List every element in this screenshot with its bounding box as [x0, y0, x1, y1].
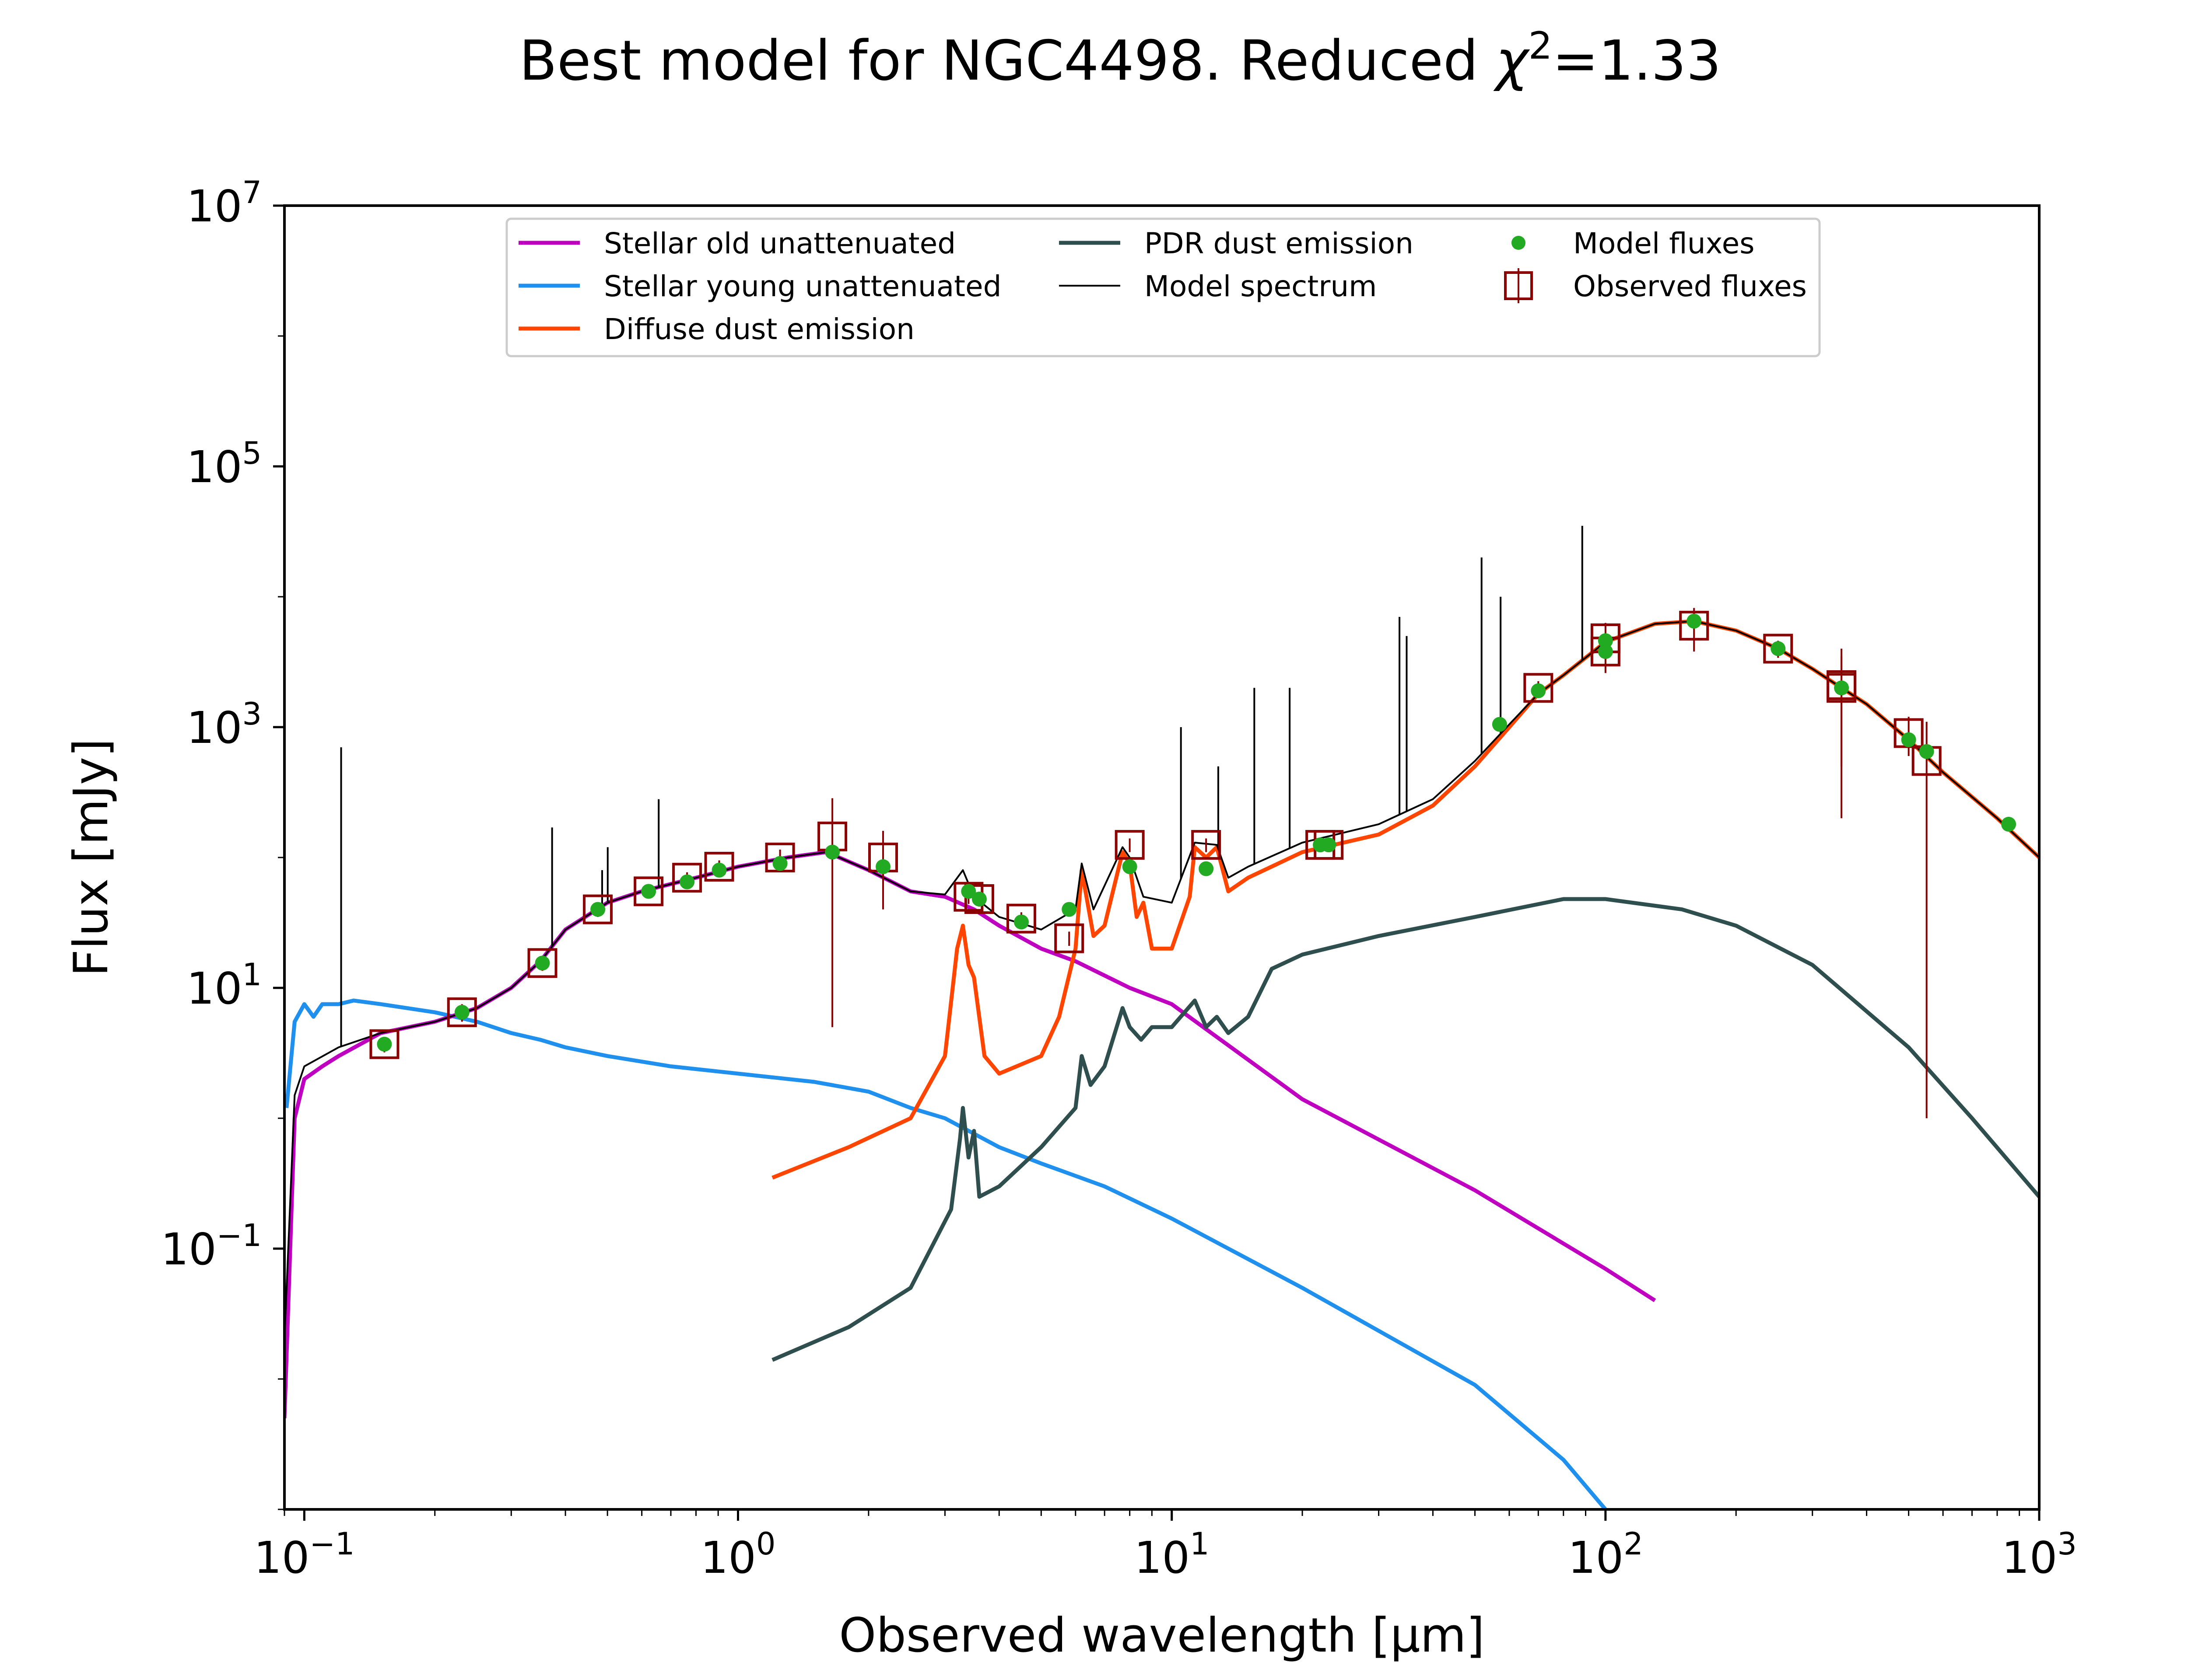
model-flux-point: [377, 1036, 392, 1052]
markers-layer: [369, 608, 2016, 1118]
observed-flux-marker: [369, 1029, 400, 1059]
model-flux-point: [535, 956, 550, 971]
model-flux-point: [1531, 683, 1546, 698]
x-tick-label: 101: [1134, 1526, 1210, 1583]
model-flux-point: [971, 891, 987, 906]
model-flux-point: [825, 844, 840, 860]
model-flux-point: [680, 874, 695, 889]
model-flux-point: [712, 862, 727, 878]
x-tick-label: 10−1: [254, 1526, 354, 1583]
title-prefix: Best model for NGC4498. Reduced: [519, 28, 1496, 93]
x-tick-label: 100: [701, 1526, 776, 1583]
legend-item-model-spectrum: Model spectrum: [1059, 270, 1377, 303]
y-tick-label: 103: [186, 696, 262, 753]
observed-flux-marker: [1679, 611, 1709, 641]
legend-item-stellar-young: Stellar young unattenuated: [519, 270, 1002, 303]
observed-flux-marker: [672, 863, 702, 893]
model-flux-point: [590, 902, 606, 917]
model-flux-point: [1199, 861, 1214, 876]
legend-label: Observed fluxes: [1573, 270, 1807, 303]
y-tick-label: 107: [186, 175, 262, 232]
observed-flux-marker: [447, 997, 477, 1027]
y-tick-label: 10−1: [161, 1218, 262, 1275]
model-flux-point: [1598, 633, 1613, 648]
legend-label: Stellar old unattenuated: [604, 227, 956, 260]
model-flux-point: [1901, 732, 1916, 747]
series-line-stellar-young: [284, 998, 1607, 1509]
y-tick-label: 105: [186, 435, 262, 493]
observed-flux-marker: [583, 894, 613, 924]
x-tick-label: 102: [1568, 1526, 1643, 1583]
model-flux-point: [1321, 837, 1336, 853]
model-flux-point: [1122, 859, 1137, 875]
chart-title: Best model for NGC4498. Reduced χ2=1.33: [519, 24, 1722, 93]
observed-flux-marker: [1191, 830, 1221, 860]
legend-swatch: [1511, 236, 1525, 250]
model-flux-point: [772, 856, 788, 871]
observed-flux-marker: [634, 876, 664, 906]
legend-label: Diffuse dust emission: [604, 312, 915, 346]
model-flux-point: [1013, 914, 1029, 930]
observed-flux-marker: [1054, 923, 1084, 953]
legend-item-pdr-dust: PDR dust emission: [1059, 227, 1413, 260]
model-flux-point: [1062, 902, 1077, 917]
legend-item-model-fluxes: Model fluxes: [1511, 227, 1755, 260]
legend-label: Model spectrum: [1144, 270, 1377, 303]
legend-swatch: [1504, 271, 1533, 300]
observed-flux-marker: [1006, 903, 1036, 934]
model-flux-point: [2001, 816, 2016, 832]
title-chi: χ: [1493, 28, 1530, 93]
legend-box: [505, 217, 1821, 357]
observed-flux-marker: [1763, 634, 1793, 664]
observed-flux-marker: [964, 884, 994, 914]
observed-flux-marker: [704, 852, 734, 882]
legend-label: PDR dust emission: [1144, 227, 1413, 260]
x-tick-label: 103: [2002, 1526, 2077, 1583]
model-flux-point: [961, 884, 976, 899]
title-superscript: 2: [1529, 24, 1553, 68]
axes-layer: 10−1 100 101 102 103 10−1 101 103 105 107: [161, 175, 2077, 1583]
observed-flux-marker: [527, 948, 558, 978]
legend-item-observed-fluxes: Observed fluxes: [1504, 268, 1807, 303]
title-suffix: =1.33: [1552, 28, 1721, 93]
model-flux-point: [1492, 717, 1507, 732]
x-axis-label: Observed wavelength [μm]: [839, 1608, 1485, 1663]
model-flux-point: [876, 859, 891, 875]
legend-item-stellar-old: Stellar old unattenuated: [519, 227, 956, 260]
model-flux-point: [454, 1004, 470, 1020]
legend: Stellar old unattenuated Stellar young un…: [505, 217, 1821, 357]
series-layer: [284, 525, 2039, 1509]
model-flux-point: [641, 884, 656, 899]
legend-label: Stellar young unattenuated: [604, 270, 1002, 303]
observed-flux-marker: [1827, 670, 1857, 700]
model-flux-point: [1771, 641, 1786, 656]
model-flux-point: [1834, 680, 1849, 696]
model-flux-point: [1919, 744, 1934, 759]
model-flux-point: [1687, 613, 1702, 629]
series-line-pdr-dust: [771, 897, 2039, 1362]
observed-flux-marker: [1523, 673, 1553, 703]
observed-flux-marker: [1115, 830, 1145, 860]
y-tick-label: 101: [186, 957, 262, 1014]
model-flux-point: [1598, 644, 1613, 659]
legend-item-diffuse-dust: Diffuse dust emission: [519, 312, 915, 346]
y-axis-label: Flux [mJy]: [64, 738, 119, 976]
observed-flux-marker: [765, 843, 795, 872]
legend-label: Model fluxes: [1573, 227, 1755, 260]
